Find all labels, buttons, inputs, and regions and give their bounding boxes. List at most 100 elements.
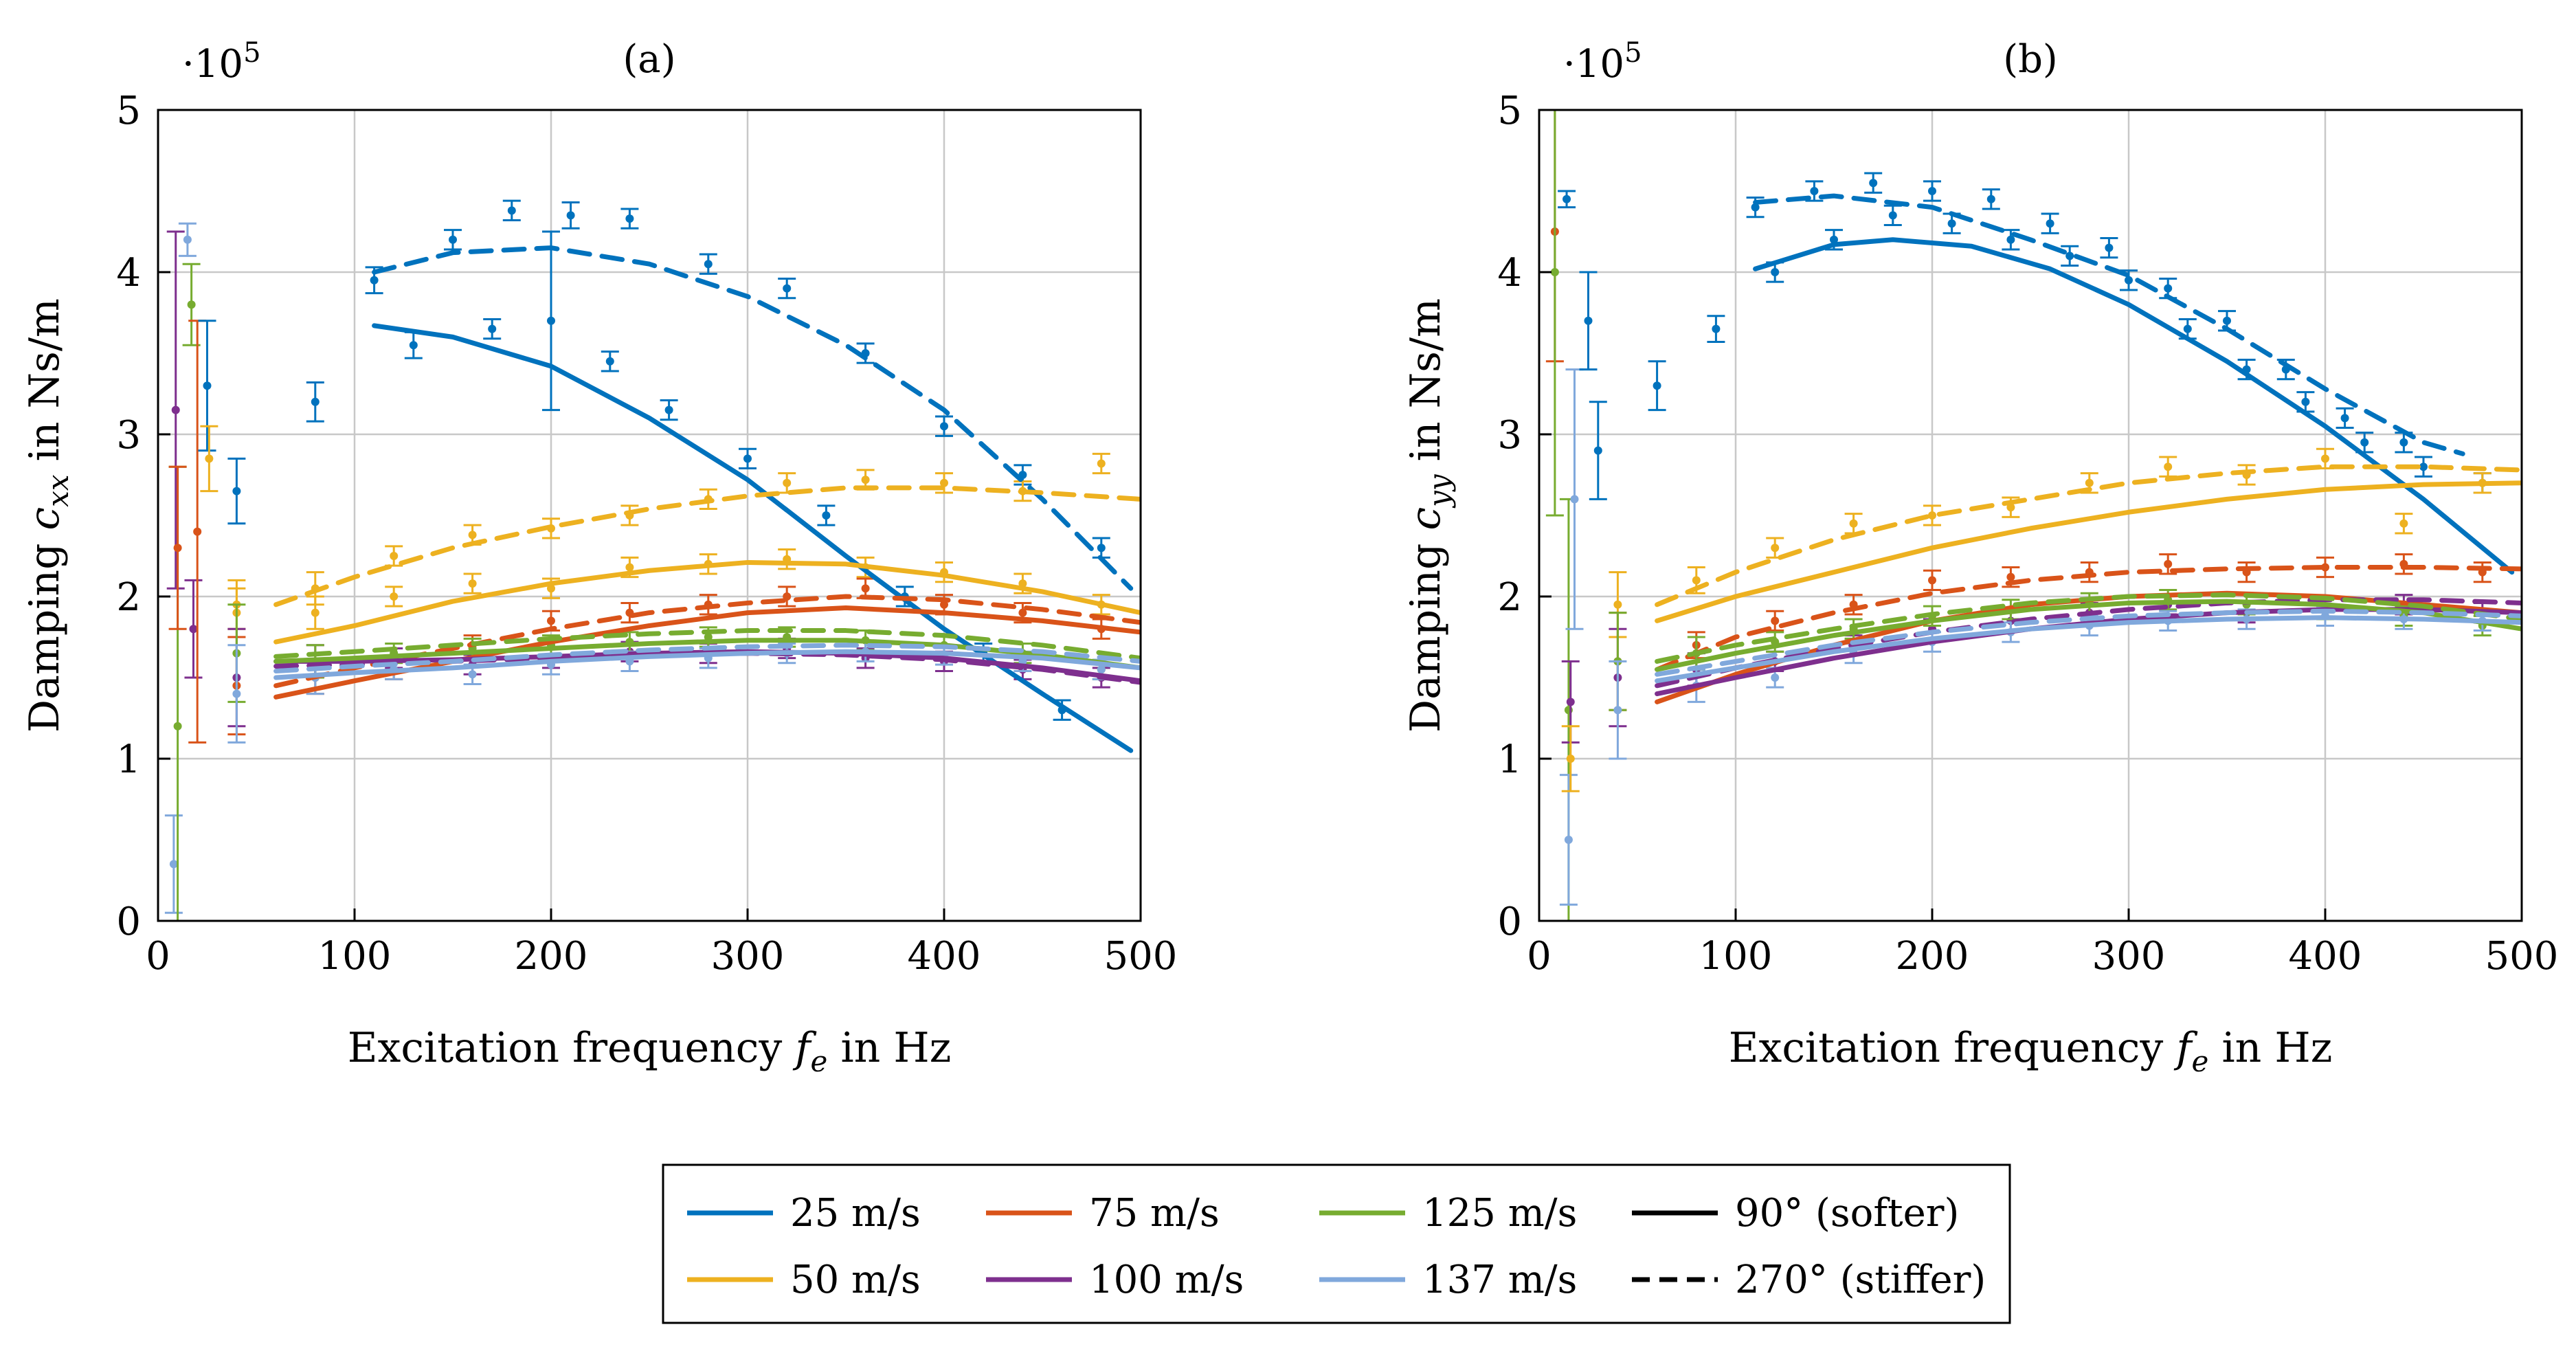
measurement-25-m-s-90deg-point-5 xyxy=(1883,204,1902,227)
measurement-75-m-s-270deg-point-5 xyxy=(2002,566,2020,588)
measurement-25-m-s-270deg-point-6 xyxy=(2100,236,2118,259)
measurement-75-m-s-270deg-point-6 xyxy=(2080,561,2098,583)
fit-line-50-m-s-270deg xyxy=(1655,464,2522,607)
legend-label-270deg-stiffer: 270° (stiffer) xyxy=(1735,1258,1986,1302)
legend-item-270deg-stiffer: 270° (stiffer) xyxy=(1632,1258,1986,1302)
y-tick-label-3: 3 xyxy=(1497,413,1522,458)
measurement-50-m-s-270deg-point-9 xyxy=(2316,447,2334,470)
legend-item-50-m-s: 50 m/s xyxy=(687,1258,921,1302)
measurement-50-m-s-270deg-point-4 xyxy=(1923,504,1941,526)
measurement-25-m-s-270deg-point-8 xyxy=(935,415,953,437)
legend-label-100-m-s: 100 m/s xyxy=(1089,1258,1244,1302)
y-tick-label-5: 5 xyxy=(1497,89,1522,133)
fit-line-125-m-s-90deg xyxy=(273,638,1141,671)
low-freq-125-m-s-point-0 xyxy=(1545,110,1564,517)
measurement-50-m-s-90deg-point-10 xyxy=(1013,572,1032,594)
ticks-a: 0 100 200 300 400 500 0 1 2 3 4 5 xyxy=(116,89,1177,979)
measurement-25-m-s-270deg-point-5 xyxy=(2041,212,2059,234)
x-tick-label-0: 0 xyxy=(1527,934,1552,979)
x-tick-label-400: 400 xyxy=(2289,934,2362,979)
y-tick-label-2: 2 xyxy=(116,575,141,620)
x-tick-label-300: 300 xyxy=(711,934,785,979)
legend-item-75-m-s: 75 m/s xyxy=(986,1191,1220,1236)
x-tick-label-200: 200 xyxy=(1896,934,1969,979)
axes-frame-a xyxy=(157,109,1142,922)
measurement-25-m-s-90deg-point-4 xyxy=(542,230,560,412)
measurement-25-m-s-270deg-point-10 xyxy=(2336,407,2354,430)
plot-area-b xyxy=(1545,110,2522,921)
y-tick-label-0: 0 xyxy=(1497,900,1522,944)
low-freq-50-m-s-point-0 xyxy=(200,425,219,493)
measurement-25-m-s-270deg-point-10 xyxy=(1092,537,1110,559)
x-tick-label-100: 100 xyxy=(1699,934,1773,979)
measurement-25-m-s-90deg-point-1 xyxy=(1648,360,1666,412)
measurement-25-m-s-270deg-point-2 xyxy=(1864,172,1883,194)
measurement-25-m-s-270deg-point-4 xyxy=(620,208,639,230)
measurement-25-m-s-90deg-point-8 xyxy=(817,504,836,526)
legend-item-90deg-softer: 90° (softer) xyxy=(1632,1191,1959,1236)
y-tick-label-1: 1 xyxy=(116,737,141,782)
measurement-75-m-s-270deg-point-8 xyxy=(2237,561,2256,583)
grid-b xyxy=(1538,109,2523,922)
low-freq-137-m-s-point-1 xyxy=(178,222,197,257)
legend-label-75-m-s: 75 m/s xyxy=(1089,1191,1220,1236)
measurement-25-m-s-270deg-point-5 xyxy=(699,253,717,275)
measurement-25-m-s-90deg-point-6 xyxy=(660,399,678,421)
fit-line-125-m-s-90deg xyxy=(1655,599,2522,672)
fit-line-100-m-s-90deg xyxy=(273,649,1141,684)
x-tick-label-500: 500 xyxy=(2485,934,2559,979)
fit-line-75-m-s-270deg xyxy=(273,594,1141,689)
x-tick-label-200: 200 xyxy=(515,934,588,979)
measurement-25-m-s-90deg-point-1 xyxy=(306,381,324,423)
measurement-25-m-s-90deg-point-8 xyxy=(2061,245,2079,267)
measurement-137-m-s-90deg-point-0 xyxy=(1609,660,1627,760)
fit-line-125-m-s-270deg xyxy=(1655,592,2522,664)
measurement-25-m-s-270deg-point-1 xyxy=(1805,180,1824,202)
measurement-25-m-s-90deg-point-7 xyxy=(739,447,757,470)
measurement-50-m-s-270deg-point-9 xyxy=(935,472,953,494)
low-freq-25-m-s-point-0 xyxy=(1558,190,1576,209)
legend-label-25-m-s: 25 m/s xyxy=(790,1191,921,1236)
measurement-50-m-s-90deg-point-2 xyxy=(385,586,403,607)
measurement-50-m-s-270deg-point-5 xyxy=(620,504,639,526)
legend-item-137-m-s: 137 m/s xyxy=(1319,1258,1577,1302)
measurement-137-m-s-90deg-point-0 xyxy=(227,644,246,744)
y-tick-label-2: 2 xyxy=(1497,575,1522,620)
measurement-50-m-s-270deg-point-10 xyxy=(2395,513,2413,535)
legend-item-125-m-s: 125 m/s xyxy=(1319,1191,1577,1236)
measurement-25-m-s-90deg-point-0 xyxy=(227,457,246,525)
fit-line-137-m-s-90deg xyxy=(1655,615,2522,684)
measurement-50-m-s-270deg-point-3 xyxy=(1844,513,1863,535)
legend-label-125-m-s: 125 m/s xyxy=(1422,1191,1577,1236)
fit-line-137-m-s-90deg xyxy=(273,649,1141,680)
measurement-75-m-s-270deg-point-10 xyxy=(2395,553,2413,575)
x-tick-label-500: 500 xyxy=(1104,934,1178,979)
measurement-50-m-s-270deg-point-11 xyxy=(1092,452,1110,475)
fit-line-75-m-s-270deg xyxy=(1655,565,2522,672)
legend-label-137-m-s: 137 m/s xyxy=(1422,1258,1577,1302)
measurement-25-m-s-270deg-point-3 xyxy=(1923,180,1941,202)
x-axis-label-a: Excitation frequency fe in Hz xyxy=(348,1024,952,1078)
low-freq-25-m-s-point-0 xyxy=(198,320,216,452)
x-axis-label-b: Excitation frequency fe in Hz xyxy=(1729,1024,2333,1078)
measurement-25-m-s-90deg-point-5 xyxy=(601,350,619,372)
measurement-75-m-s-270deg-point-4 xyxy=(1923,569,1941,592)
x-tick-label-400: 400 xyxy=(908,934,981,979)
measurement-25-m-s-90deg-point-0 xyxy=(1589,401,1607,500)
measurement-50-m-s-270deg-point-8 xyxy=(2237,464,2256,486)
measurement-25-m-s-270deg-point-6 xyxy=(778,277,796,300)
y-tick-label-3: 3 xyxy=(116,413,141,458)
measurement-25-m-s-90deg-point-2 xyxy=(404,331,423,359)
measurement-50-m-s-270deg-point-7 xyxy=(2159,456,2177,478)
multiplier-b: ·105 xyxy=(1563,37,1642,87)
legend-label-90deg-softer: 90° (softer) xyxy=(1735,1191,1959,1236)
low-freq-25-m-s-point-1 xyxy=(1579,271,1598,371)
measurement-25-m-s-90deg-point-3 xyxy=(483,317,502,340)
fit-line-50-m-s-90deg xyxy=(1655,480,2522,623)
measurement-25-m-s-90deg-point-7 xyxy=(2002,229,2020,251)
low-freq-100-m-s-point-1 xyxy=(184,579,203,679)
y-tick-label-4: 4 xyxy=(116,251,141,296)
legend-item-25-m-s: 25 m/s xyxy=(687,1191,921,1236)
multiplier-a: ·105 xyxy=(182,37,261,87)
